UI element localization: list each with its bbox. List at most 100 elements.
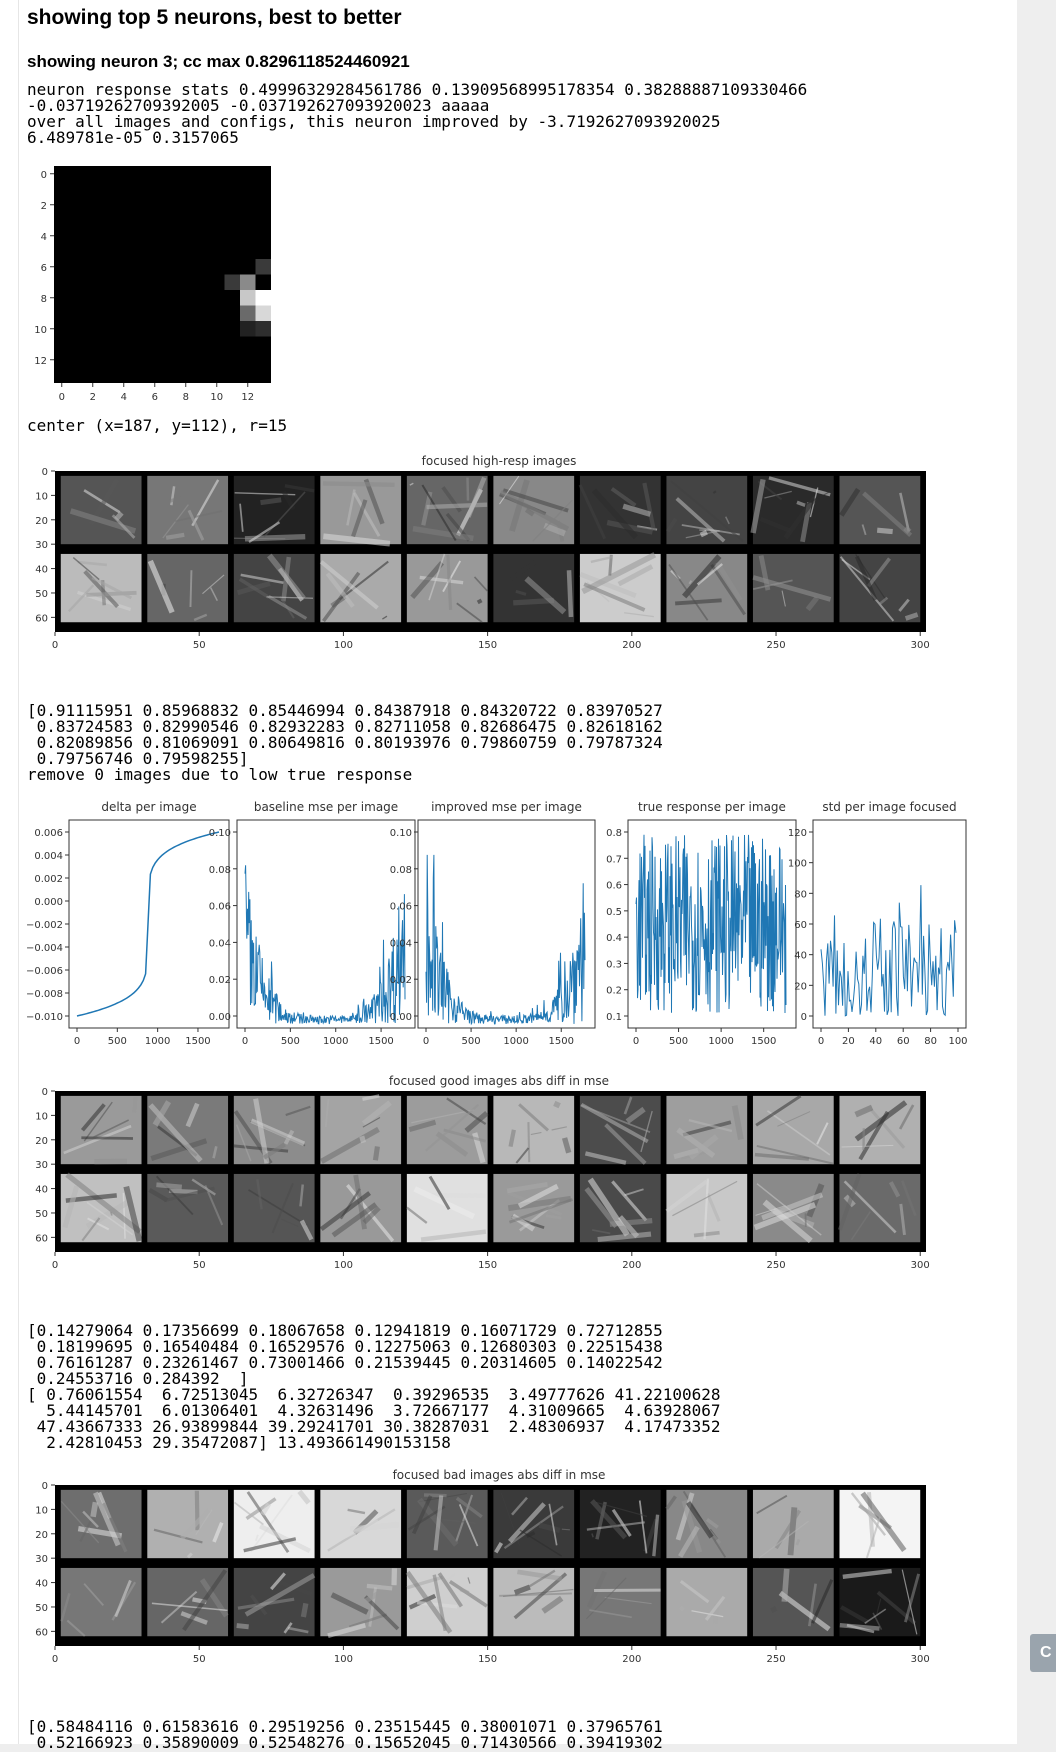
- montage-thumbnail: [147, 554, 228, 622]
- x-tick-label: 200: [622, 1260, 641, 1271]
- montage-thumbnail: [61, 476, 142, 544]
- montage-thumbnail: [234, 1174, 315, 1242]
- high-resp-title: focused high-resp images: [422, 454, 577, 468]
- montage-thumbnail: [580, 1096, 661, 1164]
- montage-thumbnail: [839, 554, 920, 622]
- y-tick-label: −0.006: [26, 966, 63, 977]
- cell-gutter: [0, 0, 19, 1744]
- mini-plot-title: true response per image: [638, 800, 786, 814]
- thumbnail-texture: [701, 532, 707, 535]
- montage-thumbnail: [407, 1174, 488, 1242]
- thumbnail-bg: [839, 554, 920, 622]
- bad-images-values: [0.58484116 0.61583616 0.29519256 0.2351…: [27, 1719, 663, 1751]
- montage-thumbnail: [753, 1568, 834, 1636]
- thumbnail-texture: [367, 1586, 392, 1589]
- thumbnail-bg: [493, 1174, 574, 1242]
- y-tick-label: 0.006: [34, 828, 63, 839]
- per-image-plots: delta per image0.0060.0040.0020.000−0.00…: [18, 796, 1008, 1058]
- mini-plot: baseline mse per image0.100.080.060.040.…: [209, 800, 415, 1047]
- thumbnail-texture: [479, 600, 481, 603]
- x-tick-label: 0: [52, 640, 58, 651]
- x-tick-label: 250: [766, 640, 785, 651]
- thumbnail-texture: [375, 1146, 377, 1160]
- montage-thumbnail: [61, 1174, 142, 1242]
- x-tick-label: 40: [869, 1036, 882, 1047]
- x-tick-label: 0: [59, 392, 65, 403]
- x-tick-label: 1500: [751, 1036, 776, 1047]
- x-tick-label: 1500: [368, 1036, 393, 1047]
- y-tick-label: −0.008: [26, 989, 63, 1000]
- y-tick-label: 50: [35, 589, 48, 600]
- x-tick-label: 80: [924, 1036, 937, 1047]
- montage-thumbnail: [407, 1096, 488, 1164]
- montage-thumbnail: [580, 554, 661, 622]
- x-tick-label: 20: [842, 1036, 855, 1047]
- y-tick-label: 0.004: [34, 851, 63, 862]
- x-tick-label: 500: [462, 1036, 481, 1047]
- montage-thumbnail: [234, 1096, 315, 1164]
- thumbnail-texture: [166, 535, 184, 538]
- thumbnail-texture: [877, 530, 892, 531]
- thumbnail-bg: [839, 1174, 920, 1242]
- x-tick-label: 500: [281, 1036, 300, 1047]
- thumbnail-bg: [147, 1490, 228, 1558]
- x-tick-label: 300: [911, 640, 930, 651]
- thumbnail-bg: [580, 1490, 661, 1558]
- montage-thumbnail: [234, 476, 315, 544]
- thumbnail-texture: [303, 1603, 305, 1617]
- montage-thumbnail: [147, 1568, 228, 1636]
- x-tick-label: 250: [766, 1654, 785, 1665]
- y-tick-label: 80: [794, 889, 807, 900]
- thumbnail-texture: [156, 1185, 181, 1187]
- thumbnail-texture: [681, 1607, 684, 1610]
- montage-thumbnail: [320, 554, 401, 622]
- montage-thumbnail: [234, 1568, 315, 1636]
- thumbnail-texture: [86, 593, 136, 595]
- mini-plot-title: improved mse per image: [431, 800, 582, 814]
- y-tick-label: 20: [35, 1530, 48, 1541]
- y-tick-label: 0.04: [209, 938, 231, 949]
- x-tick-label: 1500: [549, 1036, 574, 1047]
- thumbnail-texture: [467, 478, 468, 501]
- thumbnail-bg: [839, 1490, 920, 1558]
- montage-thumbnail: [320, 1568, 401, 1636]
- x-tick-label: 12: [241, 392, 254, 403]
- thumbnail-texture: [189, 1554, 191, 1556]
- thumbnail-texture: [237, 1626, 249, 1627]
- heatmap-cell: [240, 275, 256, 291]
- montage-thumbnail: [407, 1490, 488, 1558]
- montage-thumbnail: [493, 1568, 574, 1636]
- heatmap-cell: [256, 306, 272, 322]
- montage-thumbnail: [320, 1490, 401, 1558]
- y-tick-label: 20: [35, 516, 48, 527]
- y-tick-label: 0.2: [606, 986, 622, 997]
- high-resp-values: [0.91115951 0.85968832 0.85446994 0.8438…: [27, 703, 663, 767]
- thumbnail-texture: [905, 528, 909, 532]
- montage-thumbnail: [753, 1096, 834, 1164]
- x-tick-label: 0: [242, 1036, 248, 1047]
- montage-thumbnail: [666, 1096, 747, 1164]
- montage-thumbnail: [61, 1490, 142, 1558]
- x-tick-label: 150: [478, 1654, 497, 1665]
- x-tick-label: 50: [193, 1654, 206, 1665]
- montage-thumbnail: [61, 1568, 142, 1636]
- montage-thumbnail: [147, 1174, 228, 1242]
- plot-frame: [69, 820, 229, 1028]
- montage-thumbnail: [61, 1096, 142, 1164]
- y-tick-label: 40: [35, 1579, 48, 1590]
- thumbnail-bg: [666, 1490, 747, 1558]
- y-tick-label: 8: [41, 294, 47, 305]
- y-tick-label: 100: [788, 859, 807, 870]
- good-images-title: focused good images abs diff in mse: [389, 1074, 609, 1088]
- montage-thumbnail: [580, 1174, 661, 1242]
- y-tick-label: 0.08: [209, 865, 231, 876]
- neuron-stats-output: neuron response stats 0.4999632928456178…: [27, 82, 807, 146]
- x-tick-label: 10: [210, 392, 223, 403]
- thumbnail-bg: [839, 1096, 920, 1164]
- montage-thumbnail: [839, 476, 920, 544]
- x-tick-label: 2: [90, 392, 96, 403]
- thumbnail-texture: [169, 1191, 198, 1192]
- remove-message: remove 0 images due to low true response: [27, 767, 412, 783]
- y-tick-label: 0.1: [606, 1012, 622, 1023]
- side-panel-tab[interactable]: C: [1030, 1634, 1056, 1672]
